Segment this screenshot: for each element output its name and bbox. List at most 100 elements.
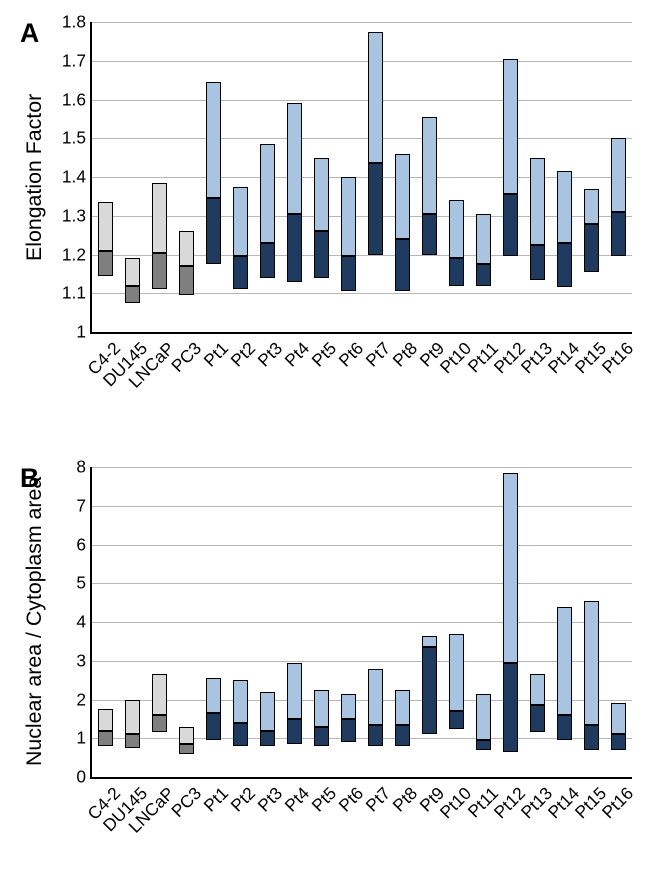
x-tick-label: Pt16 [597,338,637,378]
y-tick-label: 1 [76,728,92,749]
bar-upper [287,103,302,213]
plot-area: 11.11.21.31.41.51.61.71.8C4-2DU145LNCaPP… [90,22,632,334]
bar-lower [98,251,113,276]
bar-lower [287,719,302,744]
y-tick-label: 1.8 [62,12,92,33]
bar-upper [449,200,464,258]
bar-upper [179,231,194,266]
bar-lower [395,239,410,291]
bar-lower [179,744,194,754]
bar-upper [368,669,383,725]
bar-upper [503,473,518,663]
y-axis-title: Nuclear area / Cytoplasm area [22,477,47,766]
gridline [92,738,632,739]
gridline [92,100,632,101]
bar-upper [206,82,221,198]
gridline [92,255,632,256]
bar-lower [503,663,518,752]
bar-upper [476,694,491,741]
gridline [92,661,632,662]
y-tick-label: 3 [76,650,92,671]
bar-lower [287,214,302,282]
y-tick-label: 1.7 [62,50,92,71]
bar-upper [341,694,356,719]
bar-upper [98,709,113,730]
bar-lower [584,725,599,750]
bar-upper [179,727,194,744]
bar-lower [395,725,410,746]
bar-upper [395,154,410,239]
bar-lower [206,713,221,740]
bar-upper [125,258,140,285]
bar-lower [557,715,572,740]
gridline [92,506,632,507]
bar-upper [449,634,464,712]
bar-upper [503,59,518,195]
gridline [92,293,632,294]
bar-lower [422,647,437,734]
bar-lower [449,258,464,285]
gridline [92,545,632,546]
y-tick-label: 4 [76,612,92,633]
bar-lower [152,715,167,732]
panel-b: BNuclear area / Cytoplasm area012345678C… [0,455,648,850]
gridline [92,22,632,23]
bar-lower [611,734,626,750]
bar-upper [152,674,167,715]
bar-lower [584,224,599,272]
bar-lower [233,723,248,746]
gridline [92,61,632,62]
bar-lower [98,731,113,747]
bar-lower [449,711,464,728]
bar-upper [557,171,572,243]
y-tick-label: 8 [76,457,92,478]
bar-lower [611,212,626,257]
y-axis-title: Elongation Factor [22,94,47,261]
y-tick-label: 1.2 [62,244,92,265]
bar-upper [260,692,275,731]
bar-upper [206,678,221,713]
y-tick-label: 1.1 [62,283,92,304]
bar-upper [584,601,599,725]
y-tick-label: 6 [76,534,92,555]
x-tick-label: PC3 [167,783,206,822]
bar-lower [341,719,356,742]
bar-lower [476,740,491,750]
bar-lower [260,731,275,747]
bar-lower [368,725,383,746]
bar-lower [125,734,140,748]
bar-lower [125,286,140,303]
bar-upper [98,202,113,250]
bar-upper [611,138,626,212]
bar-lower [206,198,221,264]
y-tick-label: 7 [76,495,92,516]
y-tick-label: 2 [76,689,92,710]
bar-lower [503,194,518,256]
gridline [92,138,632,139]
bar-upper [125,700,140,735]
bar-upper [233,187,248,257]
x-tick-label: Pt16 [597,783,637,823]
bar-upper [422,636,437,648]
y-tick-label: 0 [76,767,92,788]
y-tick-label: 5 [76,573,92,594]
bar-upper [584,189,599,224]
panel-label: A [20,18,39,49]
bar-lower [152,253,167,290]
y-tick-label: 1.6 [62,89,92,110]
y-tick-label: 1.3 [62,205,92,226]
bar-upper [287,663,302,719]
bar-lower [368,163,383,254]
bar-lower [530,705,545,732]
bar-upper [476,214,491,264]
bar-upper [530,158,545,245]
figure: A Elongation Factor 11.11.21.31.41.51.61.7… [0,0,648,887]
bar-upper [314,158,329,232]
y-tick-label: 1.5 [62,128,92,149]
bar-upper [233,680,248,723]
bar-lower [233,256,248,289]
bar-upper [530,674,545,705]
bar-lower [179,266,194,295]
bar-lower [530,245,545,280]
gridline [92,216,632,217]
